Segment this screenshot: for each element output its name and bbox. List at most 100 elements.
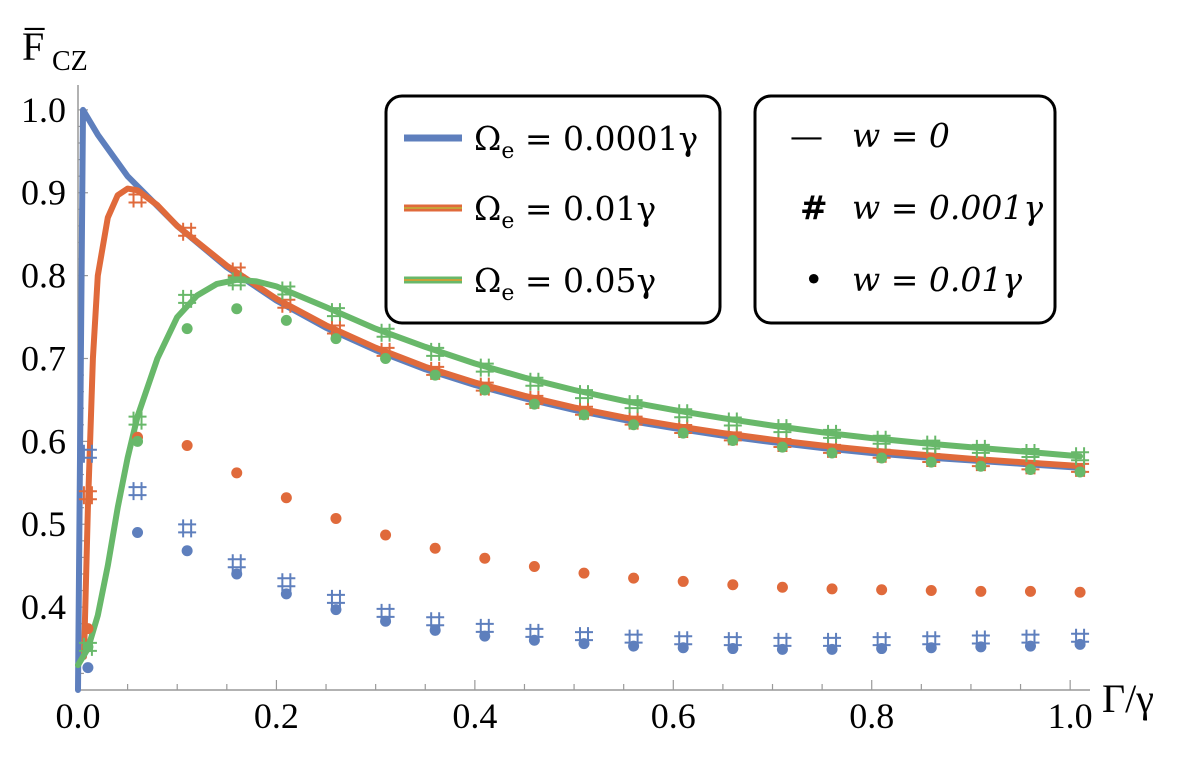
- data-point-dot-orange: [231, 467, 243, 479]
- data-point-hash-orange: [823, 439, 842, 458]
- legend-label-value: = 0.01γ: [514, 189, 656, 228]
- hash-glyph: [1071, 447, 1090, 466]
- hash-glyph: [872, 444, 891, 463]
- series-line-orange: [81, 185, 1084, 660]
- data-point-dot-orange: [826, 583, 838, 595]
- legend-series-box: [384, 94, 722, 325]
- series-line-green: [75, 276, 1084, 669]
- data-point-hash-blue: [575, 627, 593, 646]
- svg-text:Ωe = 0.0001γ: Ωe = 0.0001γ: [474, 119, 698, 164]
- data-point-dot-green: [528, 398, 540, 410]
- hash-glyph: [525, 372, 544, 391]
- x-axis-label: Γ/γ: [1102, 676, 1154, 721]
- legend-marker-line-label: w = 0: [852, 116, 950, 155]
- hash-glyph: [1021, 443, 1040, 462]
- hash-glyph: [326, 589, 345, 608]
- data-point-hash-blue: [1071, 628, 1090, 647]
- data-point-hash-orange: [78, 486, 97, 505]
- hash-glyph: [773, 434, 792, 453]
- hash-glyph: [227, 554, 246, 573]
- data-point-hash-green: [823, 424, 842, 443]
- data-point-hash-green: [575, 385, 593, 404]
- data-point-hash-blue: [624, 629, 643, 648]
- hash-glyph: [971, 630, 990, 649]
- data-point-dot-blue: [380, 615, 392, 627]
- axes-layer: 0.0 0.2 0.4 0.6 0.8 1.0 0.4 0.5 0.6 0.7 0.8 0.9 1.0: [21, 85, 1093, 736]
- data-point-hash-green: [525, 372, 544, 391]
- legend-label-omega: Ω: [474, 189, 501, 228]
- hash-glyph: [723, 427, 742, 446]
- data-point-dot-green: [132, 435, 144, 447]
- hash-glyph: [1071, 628, 1090, 647]
- x-tick-label: 0.0: [56, 696, 101, 736]
- legend-markers: — w = 0 # w = 0.001γ • w = 0.01γ: [753, 94, 1057, 325]
- data-point-hash-blue: [78, 444, 97, 463]
- data-point-dot-blue: [429, 624, 441, 636]
- data-point-dot-blue: [1024, 640, 1036, 652]
- data-point-dot-green: [380, 352, 392, 364]
- hash-glyph: [624, 395, 643, 414]
- x-tick-label: 0.2: [254, 696, 299, 736]
- data-point-dot-orange: [181, 440, 193, 452]
- data-point-hash-orange: [525, 390, 544, 409]
- data-point-dot-blue: [826, 643, 838, 655]
- x-tick-label: 0.6: [651, 696, 696, 736]
- data-point-hash-blue: [773, 632, 792, 651]
- y-tick-label: 1.0: [21, 90, 66, 130]
- data-point-hash-orange: [922, 448, 941, 467]
- hash-glyph: [575, 627, 593, 646]
- hash-glyph: [128, 411, 147, 430]
- hash-glyph: [1021, 629, 1040, 648]
- y-axis-label-subscript: CZ: [52, 46, 88, 77]
- hash-glyph: [674, 419, 693, 438]
- data-point-dot-green: [231, 303, 243, 315]
- y-tick-label: 0.8: [21, 256, 66, 296]
- data-point-dot-blue: [776, 643, 788, 655]
- data-point-dot-orange: [578, 567, 590, 579]
- data-point-dot-blue: [727, 643, 739, 655]
- data-point-hash-blue: [674, 631, 693, 650]
- data-point-hash-orange: [1021, 456, 1040, 475]
- data-point-dot-orange: [876, 584, 888, 596]
- data-point-hash-orange: [1071, 458, 1090, 477]
- data-point-dot-blue: [528, 634, 540, 646]
- hash-glyph: [1071, 458, 1090, 477]
- data-point-hash-green: [723, 412, 742, 431]
- hash-glyph: [624, 629, 643, 648]
- data-point-dot-orange: [380, 529, 392, 541]
- hash-glyph: [674, 404, 693, 423]
- data-point-dot-green: [826, 447, 838, 459]
- data-point-dot-green: [876, 452, 888, 464]
- data-point-dot-blue: [975, 641, 987, 653]
- data-point-dot-blue: [280, 588, 292, 600]
- data-point-hash-green: [1021, 443, 1040, 462]
- data-point-hash-orange: [872, 444, 891, 463]
- data-point-dot-green: [280, 314, 292, 326]
- hash-glyph: [1021, 456, 1040, 475]
- hash-glyph: [78, 486, 97, 505]
- data-point-hash-blue: [823, 632, 842, 651]
- hash-glyph: [426, 361, 445, 380]
- data-point-hash-green: [426, 342, 445, 361]
- hash-glyph: [922, 631, 941, 650]
- data-point-dot-green: [330, 333, 342, 345]
- legend-series: Ωe = 0.0001γ Ωe = 0.01γ Ωe = 0.05γ: [384, 94, 722, 325]
- hash-glyph: [823, 632, 842, 651]
- hash-glyph: [922, 435, 941, 454]
- hash-glyph: [872, 632, 891, 651]
- data-point-dot-orange: [479, 552, 491, 564]
- legend-label-subscript: e: [501, 139, 514, 164]
- data-point-dot-green: [429, 369, 441, 381]
- hash-glyph: [971, 439, 990, 458]
- data-point-dot-green: [181, 323, 193, 335]
- legend-marker-line-symbol: —: [790, 116, 823, 155]
- hash-glyph: [773, 632, 792, 651]
- data-point-dot-orange: [776, 581, 788, 593]
- data-point-dot-green: [925, 456, 937, 468]
- y-tick-label: 0.5: [21, 504, 66, 544]
- data-point-hash-orange: [128, 189, 147, 208]
- legend-series-item-1: Ωe = 0.0001γ: [404, 119, 698, 164]
- data-point-dot-orange: [727, 579, 739, 591]
- data-point-hash-orange: [227, 262, 246, 281]
